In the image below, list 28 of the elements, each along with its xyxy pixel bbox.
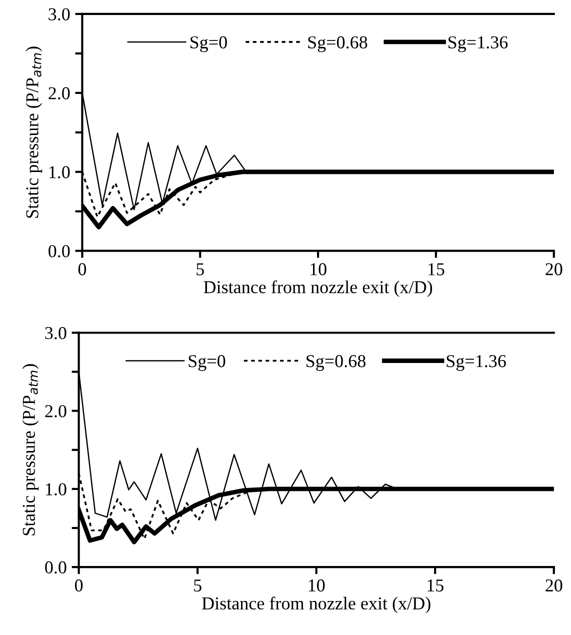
y-tick-label: 0.0 [45, 561, 66, 574]
y-axis-title: Static pressure (P/P$_{atm}$) [22, 364, 39, 536]
y-tick-label: 0.0 [48, 245, 70, 258]
x-tick-label: 10 [310, 263, 326, 276]
x-tick-label: 5 [196, 263, 204, 276]
y-tick-label: 3.0 [48, 8, 70, 20]
x-tick-label: 0 [74, 579, 83, 592]
x-tick-label: 10 [308, 579, 325, 592]
y-tick-label: 2.0 [48, 87, 70, 100]
legend-label: Sg=0 [190, 36, 227, 52]
legend-label: Sg=0.68 [306, 355, 366, 371]
y-tick-label: 1.0 [46, 483, 66, 496]
x-tick-label: 20 [546, 579, 562, 592]
y-tick-label: 3.0 [45, 326, 66, 340]
legend-label: Sg=1.36 [446, 355, 506, 371]
x-tick-label: 5 [194, 580, 202, 592]
x-tick-label: 15 [428, 263, 444, 276]
x-tick-label: 20 [546, 263, 562, 276]
y-tick-label: 2.0 [45, 405, 66, 418]
y-axis-title: Static pressure (P/P$_{atm}$) [26, 46, 42, 218]
legend-label: Sg=0.68 [308, 36, 368, 52]
x-tick-label: 15 [428, 579, 444, 592]
y-tick-label: 1.0 [49, 166, 70, 178]
x-axis-title: Distance from nozzle exit (x/D) [202, 596, 430, 614]
x-axis-title: Distance from nozzle exit (x/D) [204, 280, 432, 297]
legend-label: Sg=0 [188, 355, 226, 371]
legend-label: Sg=1.36 [448, 36, 508, 52]
x-tick-label: 0 [78, 263, 86, 276]
